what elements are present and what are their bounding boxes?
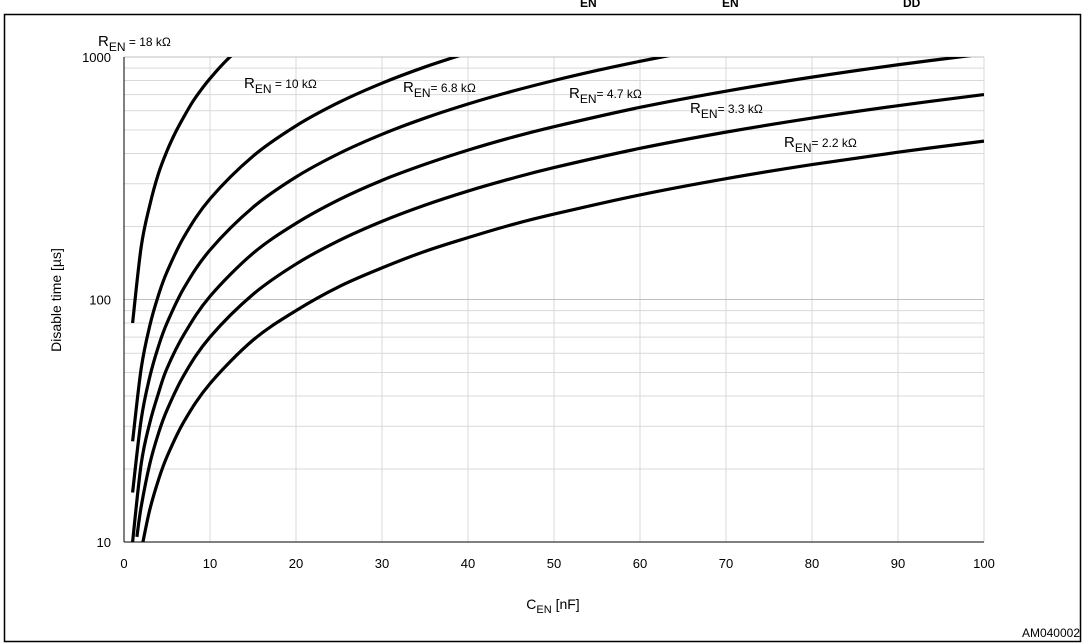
- x-axis-label: CEN [nF]: [526, 596, 579, 616]
- x-tick-label: 0: [120, 556, 127, 571]
- x-tick-label: 60: [633, 556, 647, 571]
- x-axis-label-unit: [nF]: [552, 596, 580, 612]
- series-label-4: REN= 3.3 kΩ: [690, 100, 763, 121]
- figure-border: [3, 13, 1082, 643]
- y-tick-label: 10: [97, 535, 111, 550]
- x-axis-label-sub: EN: [536, 604, 551, 616]
- y-tick-label: 1000: [82, 50, 111, 65]
- axes: 0 10 20 30 40 50 60 70 80 90 100 10 100 1000: [82, 50, 995, 571]
- caption-fragment-2: EN: [722, 0, 739, 10]
- x-tick-label: 50: [547, 556, 561, 571]
- series-label-3: REN= 4.7 kΩ: [569, 85, 642, 106]
- x-tick-label: 90: [891, 556, 905, 571]
- x-tick-label: 100: [973, 556, 995, 571]
- series-label-2: REN= 6.8 kΩ: [403, 79, 476, 100]
- x-tick-label: 20: [289, 556, 303, 571]
- caption-fragment-3: DD: [903, 0, 921, 10]
- x-tick-label: 70: [719, 556, 733, 571]
- series-label-5: REN= 2.2 kΩ: [784, 134, 857, 155]
- figure-id: AM040002: [1022, 626, 1080, 640]
- series-line-1: [131, 57, 461, 442]
- caption-fragment-1: EN: [580, 0, 597, 10]
- series-line-2: [131, 57, 671, 493]
- x-tick-label: 30: [375, 556, 389, 571]
- series-line-4: [135, 92, 984, 538]
- x-tick-label: 40: [461, 556, 475, 571]
- figure-caption-partial: EN EN DD: [580, 0, 921, 10]
- x-tick-label: 10: [203, 556, 217, 571]
- series-line-5: [141, 139, 984, 542]
- series-labels: REN = 18 kΩ REN = 10 kΩ REN= 6.8 kΩ REN= 4.…: [98, 33, 857, 155]
- grid: [123, 56, 985, 543]
- y-tick-label: 100: [89, 293, 111, 308]
- series-line-0: [131, 57, 233, 324]
- series-line-3: [131, 57, 972, 542]
- series-label-1: REN = 10 kΩ: [244, 75, 317, 96]
- series-label-0: REN = 18 kΩ: [98, 33, 171, 54]
- x-tick-label: 80: [805, 556, 819, 571]
- series-lines: [131, 57, 984, 542]
- x-axis-label-main: C: [526, 596, 536, 612]
- y-axis-label: Disable time [µs]: [48, 248, 64, 352]
